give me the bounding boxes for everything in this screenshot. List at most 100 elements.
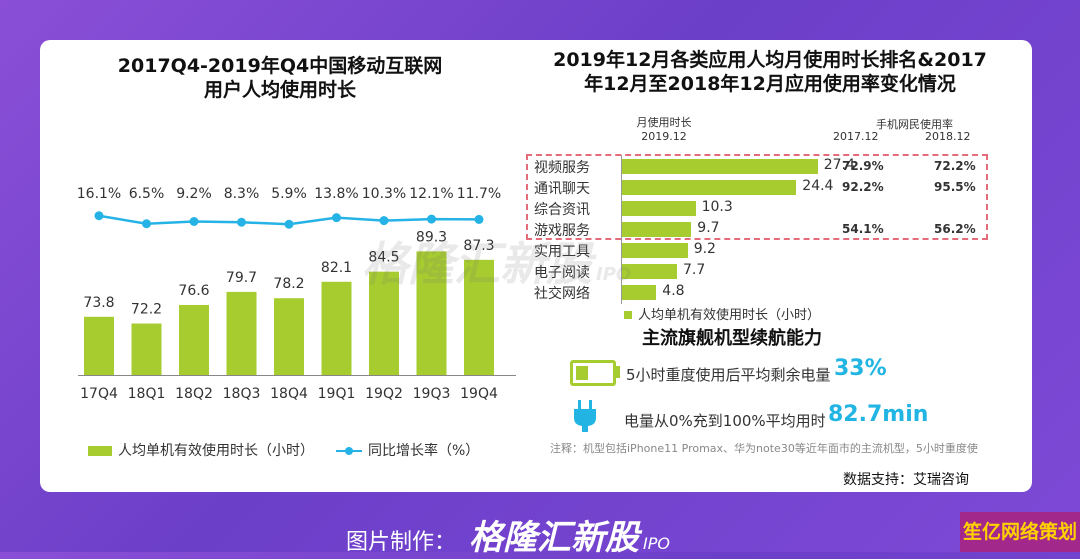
bar-value-label: 84.5	[368, 250, 399, 266]
left-legend-line-label: 同比增长率（%）	[368, 443, 480, 459]
hbar-value-label: 24.4	[802, 178, 834, 194]
footer-logo: 格隆汇新股	[469, 518, 640, 558]
left-chart-title: 2017Q4-2019年Q4中国移动互联网 用户人均使用时长	[90, 54, 470, 102]
growth-point	[379, 216, 389, 226]
growth-point	[237, 217, 246, 227]
category-label: 电子阅读	[534, 265, 590, 281]
col-header-usage: 手机网民使用率	[876, 118, 953, 131]
battery-icon	[570, 360, 616, 386]
battery-value: 33%	[834, 356, 887, 381]
right-legend-label: 人均单机有效使用时长（小时）	[638, 308, 821, 323]
bar	[464, 259, 494, 375]
usage-2017-cell: 54.1%	[842, 222, 884, 236]
bar-value-label: 89.3	[416, 229, 447, 245]
plug-icon	[574, 400, 596, 432]
growth-rate-label: 13.8%	[314, 186, 358, 202]
right-panel-title: 2019年12月各类应用人均月使用时长排名&2017 年12月至2018年12月…	[535, 48, 1005, 96]
battery-tip	[616, 366, 620, 378]
category-label: 综合资讯	[534, 202, 590, 218]
growth-rate-label: 9.2%	[176, 186, 212, 202]
growth-point	[474, 214, 484, 224]
charge-label: 电量从0%充到100%平均用时	[624, 412, 826, 430]
watermark-text: 格隆汇新股	[362, 237, 592, 291]
usage-2018-cell: 95.5%	[934, 180, 976, 194]
footer-credit-label: 图片制作：	[346, 530, 457, 555]
col-header-2018: 2018.12	[925, 130, 971, 143]
usage-2018-cell: 56.2%	[934, 222, 976, 236]
data-source: 数据支持：艾瑞咨询	[843, 472, 969, 488]
bar-value-label: 87.3	[463, 238, 494, 254]
category-label: 实用工具	[534, 244, 590, 260]
battery-label: 5小时重度使用后平均剩余电量	[626, 366, 831, 384]
bar	[369, 271, 399, 375]
growth-point	[94, 211, 104, 221]
growth-point	[284, 219, 294, 229]
x-tick-label: 18Q4	[270, 386, 308, 402]
bar	[274, 298, 304, 375]
left-bar-line-chart: 73.8 17Q4 72.2 18Q1 76.6 18Q2 79.7 18Q3 78.2 18Q4…	[77, 186, 516, 402]
bar-value-label: 76.6	[178, 283, 209, 299]
bar	[84, 316, 114, 375]
category-label: 通讯聊天	[534, 181, 590, 197]
bar-value-label: 82.1	[321, 260, 352, 276]
hbar-value-label: 10.3	[701, 199, 733, 215]
bar-value-label: 72.2	[131, 302, 162, 318]
bar	[416, 251, 447, 375]
growth-rate-label: 10.3%	[362, 186, 406, 202]
left-title-line2: 用户人均使用时长	[203, 79, 356, 101]
col-header-monthly-date: 2019.12	[641, 130, 687, 143]
hbar	[622, 159, 818, 174]
bar	[131, 323, 162, 375]
watermark: 格隆汇新股 IPO	[362, 228, 631, 294]
category-label: 游戏服务	[534, 223, 590, 239]
hbar-value-label: 9.2	[693, 241, 716, 257]
bar	[321, 281, 352, 375]
hbar	[622, 201, 696, 216]
hbar-axis-line	[621, 155, 622, 304]
x-tick-label: 19Q1	[318, 386, 356, 402]
legend-bar-swatch	[88, 446, 112, 456]
col-header-monthly-label: 月使用时长	[636, 116, 692, 129]
left-legend-bar: 人均单机有效使用时长（小时）	[88, 440, 314, 460]
hbar-value-label: 7.7	[683, 262, 706, 278]
growth-rate-label: 6.5%	[129, 186, 165, 202]
legend-line-swatch	[336, 447, 362, 455]
x-tick-label: 18Q2	[175, 386, 213, 402]
hbar-value-label: 4.8	[662, 283, 685, 299]
left-legend-bar-label: 人均单机有效使用时长（小时）	[118, 443, 314, 459]
x-tick-label: 18Q1	[128, 386, 166, 402]
hbar	[622, 243, 688, 258]
x-tick-label: 19Q2	[365, 386, 403, 402]
footer-logo-sub: IPO	[643, 534, 670, 553]
bar-value-label: 79.7	[226, 270, 257, 286]
bar-value-label: 78.2	[273, 276, 304, 292]
col-header-monthly: 月使用时长 2019.12	[634, 116, 694, 144]
growth-rate-label: 8.3%	[224, 186, 260, 202]
footer-credit: 图片制作： 格隆汇新股 IPO	[346, 510, 670, 559]
corner-badge: 笙亿网络策划	[960, 512, 1080, 552]
bar	[179, 304, 209, 375]
watermark-sub: IPO	[596, 264, 632, 285]
hbar	[622, 180, 797, 195]
x-tick-label: 19Q4	[460, 386, 498, 402]
charge-value: 82.7min	[828, 402, 929, 427]
usage-2017-cell: 92.2%	[842, 180, 884, 194]
horizontal-bar-chart: 视频服务 27.4 72.9% 72.2% 通讯聊天 24.4 92.2% 95.5% 综合资讯…	[40, 40, 1032, 340]
left-legend-line: 同比增长率（%）	[336, 440, 479, 460]
hbar	[622, 285, 657, 300]
growth-point	[142, 219, 151, 229]
report-card: 2017Q4-2019年Q4中国移动互联网 用户人均使用时长 73.8 17Q4 7…	[40, 40, 1032, 492]
usage-2017-cell: 72.9%	[842, 159, 884, 173]
x-tick-label: 18Q3	[223, 386, 261, 402]
col-header-2017: 2017.12	[833, 130, 879, 143]
growth-point	[427, 214, 436, 224]
right-legend: 人均单机有效使用时长（小时）	[624, 304, 820, 323]
battery-fill	[576, 366, 588, 380]
highlight-dashed-box	[526, 154, 988, 240]
growth-point	[189, 217, 199, 226]
left-title-line1: 2017Q4-2019年Q4中国移动互联网	[117, 55, 443, 77]
bar-value-label: 73.8	[83, 295, 114, 311]
growth-point	[332, 213, 341, 223]
hbar-value-label: 27.4	[823, 157, 855, 173]
x-tick-label: 19Q3	[413, 386, 451, 402]
